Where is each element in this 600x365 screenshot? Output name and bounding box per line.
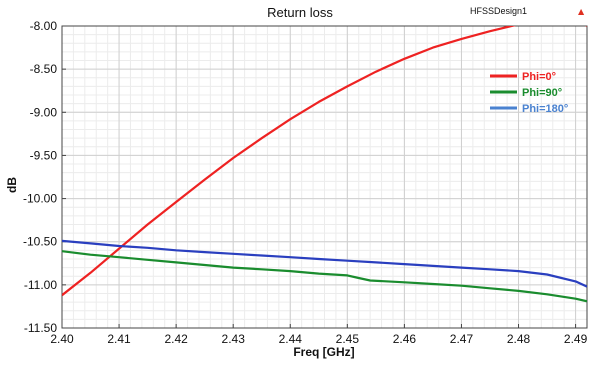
x-tick-label: 2.42 bbox=[164, 332, 188, 346]
x-tick-label: 2.44 bbox=[279, 332, 303, 346]
y-tick-label: -8.00 bbox=[30, 19, 58, 33]
y-tick-label: -9.00 bbox=[30, 105, 58, 119]
legend: Phi=0° Phi=90° Phi=180° bbox=[490, 71, 568, 115]
y-axis-label: dB bbox=[5, 177, 19, 193]
design-label: HFSSDesign1 bbox=[470, 6, 527, 16]
y-tick-label: -11.00 bbox=[24, 278, 57, 292]
series-line-1 bbox=[62, 250, 587, 303]
series-line-0 bbox=[62, 26, 587, 297]
x-axis-ticks: 2.40 2.41 2.42 2.43 2.44 2.45 2.46 2.47 2.48 2.49 bbox=[50, 324, 588, 346]
x-tick-label: 2.43 bbox=[222, 332, 246, 346]
y-tick-label: -8.50 bbox=[30, 62, 58, 76]
y-axis-ticks: -8.00 -8.50 -9.00 -9.50 -10.00 -10.50 -11.00 -1… bbox=[23, 19, 66, 335]
x-tick-label: 2.41 bbox=[107, 332, 131, 346]
y-tick-label: -10.00 bbox=[23, 192, 57, 206]
x-tick-label: 2.49 bbox=[564, 332, 588, 346]
marker-triangle-icon: ▲ bbox=[578, 7, 585, 16]
y-tick-label: -9.50 bbox=[30, 148, 58, 162]
series-line-2 bbox=[62, 239, 587, 288]
x-tick-label: 2.47 bbox=[450, 332, 474, 346]
legend-label-1: Phi=90° bbox=[522, 87, 562, 99]
x-tick-label: 2.48 bbox=[507, 332, 531, 346]
x-tick-label: 2.45 bbox=[336, 332, 360, 346]
y-tick-label: -10.50 bbox=[23, 235, 57, 249]
plot-frame bbox=[61, 25, 588, 329]
grid bbox=[61, 25, 587, 329]
legend-label-2: Phi=180° bbox=[522, 103, 568, 115]
chart-title: Return loss bbox=[267, 5, 333, 20]
y-tick-label: -11.50 bbox=[24, 321, 57, 335]
x-tick-label: 2.46 bbox=[393, 332, 417, 346]
legend-label-0: Phi=0° bbox=[522, 71, 556, 83]
x-axis-label: Freq [GHz] bbox=[293, 345, 354, 359]
series-lines bbox=[62, 26, 587, 303]
x-tick-label: 2.40 bbox=[50, 332, 74, 346]
